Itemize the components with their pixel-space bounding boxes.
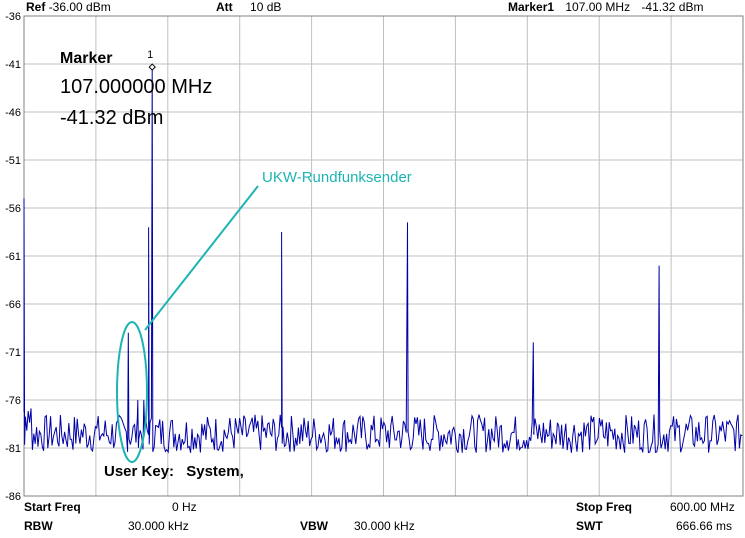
user-key-line: User Key: System, xyxy=(104,463,244,480)
marker1-label: Marker1 xyxy=(508,0,555,14)
y-tick-label: -61 xyxy=(5,251,21,263)
user-key-value: System, xyxy=(186,463,244,480)
annotation-label: UKW-Rundfunksender xyxy=(262,169,412,186)
ref-level-readout: Ref -36.00 dBm xyxy=(26,0,111,14)
att-label: Att xyxy=(216,0,233,14)
ref-value: -36.00 dBm xyxy=(48,0,111,14)
marker-info-box: Marker 107.000000 MHz -41.32 dBm xyxy=(60,50,212,130)
annotation-pointer-line xyxy=(144,185,259,331)
y-tick-label: -56 xyxy=(5,203,21,215)
marker-frequency: 107.000000 MHz xyxy=(60,76,213,98)
marker-title: Marker xyxy=(60,50,113,67)
att-value: 10 dB xyxy=(250,0,282,14)
user-key-label: User Key: xyxy=(104,463,175,480)
y-tick-label: -46 xyxy=(5,107,21,119)
rbw-label: RBW xyxy=(24,519,53,533)
start-freq-value: 0 Hz xyxy=(172,500,197,514)
y-tick-label: -41 xyxy=(5,59,21,71)
vbw-label: VBW xyxy=(300,519,328,533)
y-tick-label: -76 xyxy=(5,395,21,407)
marker1-level: -41.32 dBm xyxy=(641,0,704,14)
attenuation-readout: Att 10 dB xyxy=(216,0,281,14)
annotation-ellipse xyxy=(116,321,148,463)
start-freq-label: Start Freq xyxy=(24,500,81,514)
marker-number-label: 1 xyxy=(147,49,153,61)
y-tick-label: -66 xyxy=(5,299,21,311)
marker-diamond xyxy=(148,63,156,71)
spectrum-trace xyxy=(23,67,743,454)
y-tick-label: -86 xyxy=(5,491,21,503)
y-tick-label: -81 xyxy=(5,443,21,455)
y-tick-label: -51 xyxy=(5,155,21,167)
y-tick-label: -36 xyxy=(5,11,21,23)
marker1-readout: Marker1 107.00 MHz -41.32 dBm xyxy=(508,0,703,14)
marker1-freq: 107.00 MHz xyxy=(565,0,631,14)
y-tick-label: -71 xyxy=(5,347,21,359)
swt-value: 666.66 ms xyxy=(676,519,733,533)
marker-level: -41.32 dBm xyxy=(60,107,164,129)
ref-label: Ref xyxy=(26,0,46,14)
stop-freq-label: Stop Freq xyxy=(576,500,632,514)
stop-freq-value: 600.00 MHz xyxy=(670,500,735,514)
swt-label: SWT xyxy=(576,519,603,533)
vbw-value: 30.000 kHz xyxy=(354,519,415,533)
rbw-value: 30.000 kHz xyxy=(128,519,189,533)
